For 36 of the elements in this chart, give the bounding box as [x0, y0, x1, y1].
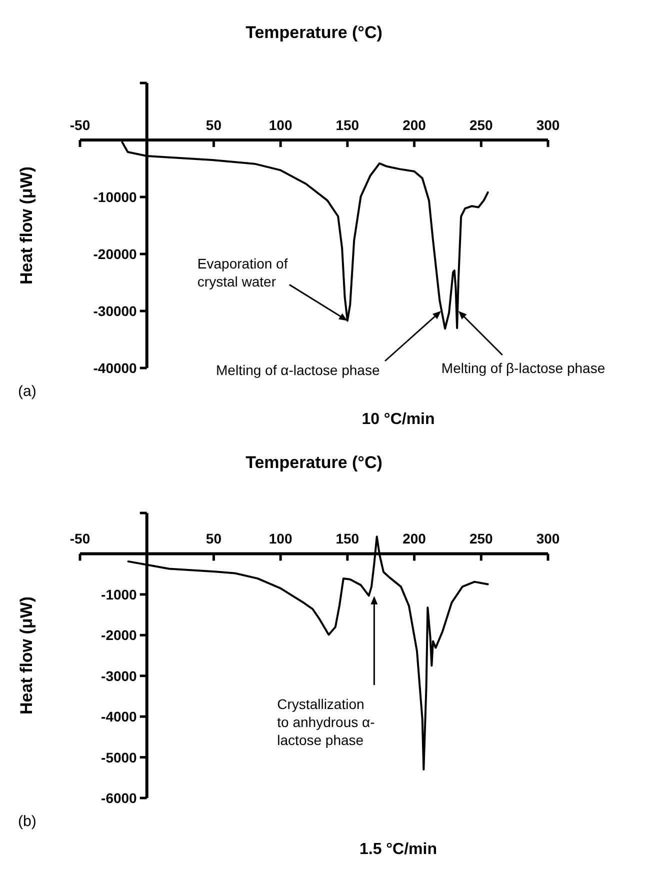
annotation: Melting of α-lactose phase: [216, 362, 380, 378]
x-tick-label: 100: [268, 530, 292, 547]
y-tick-label: -10000: [93, 189, 138, 205]
y-tick-label: -4000: [101, 708, 138, 725]
y-tick-label: -30000: [93, 303, 138, 319]
x-tick-label: 300: [536, 117, 560, 133]
y-tick-label: -40000: [93, 360, 138, 376]
y-axis-title: Heat flow (μW): [17, 166, 36, 285]
x-tick-label: -50: [70, 530, 90, 547]
x-tick-label: 100: [268, 117, 292, 133]
text: 1.5 °C/min: [359, 841, 438, 858]
x-tick-label: 200: [402, 117, 426, 133]
text: 10 °C/min: [362, 411, 435, 428]
x-tick-label: 50: [206, 530, 222, 547]
y-tick-label: -2000: [101, 627, 138, 644]
x-tick-label: 150: [336, 530, 360, 547]
y-tick-label: -5000: [101, 749, 138, 766]
y-tick-label: -6000: [101, 790, 138, 806]
x-tick-label: 200: [402, 530, 426, 547]
text: (b): [18, 813, 36, 830]
x-tick-label: -50: [70, 117, 90, 133]
x-tick-label: 150: [336, 117, 360, 133]
y-axis-title: Heat flow (μW): [17, 596, 36, 715]
annotation: Crystallization to anhydrous α-lactose phase: [277, 696, 376, 748]
x-tick-label: 250: [469, 117, 494, 133]
x-tick-label: 300: [536, 530, 560, 547]
x-axis-title: Temperature (°C): [246, 23, 382, 42]
x-tick-label: 250: [469, 530, 494, 547]
x-tick-label: 50: [206, 117, 222, 133]
x-axis-title: Temperature (°C): [246, 453, 382, 472]
y-tick-label: -1000: [101, 586, 138, 602]
annotation: Evaporation of crystal water: [197, 256, 288, 290]
annotation: Melting of β-lactose phase: [441, 360, 606, 376]
text: (a): [18, 383, 36, 400]
y-tick-label: -3000: [101, 668, 138, 684]
y-tick-label: -20000: [93, 246, 138, 262]
